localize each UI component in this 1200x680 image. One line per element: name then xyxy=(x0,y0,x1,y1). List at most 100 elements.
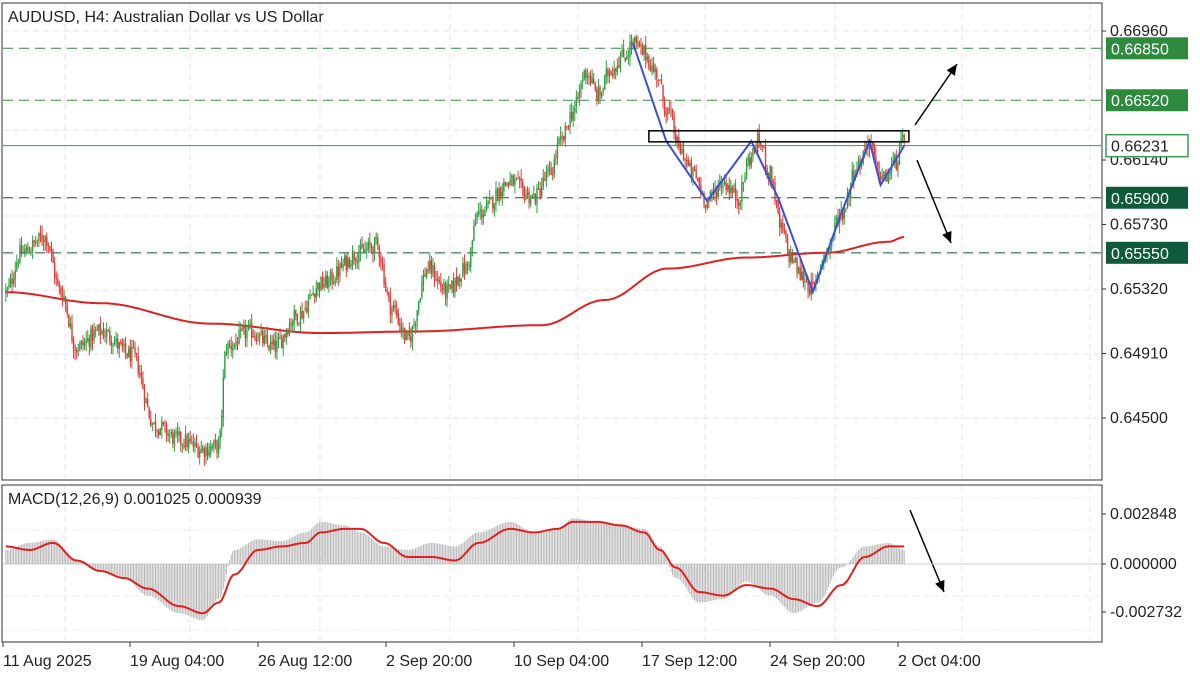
candle-body xyxy=(411,326,414,343)
candle-body xyxy=(94,329,97,331)
candle-body xyxy=(593,78,595,84)
candle-body xyxy=(222,377,225,418)
candle-body xyxy=(53,262,56,278)
candle-body xyxy=(687,159,689,166)
candle-body xyxy=(66,305,68,314)
candle-body xyxy=(640,44,642,46)
candle-body xyxy=(433,266,436,281)
candle-body xyxy=(733,187,735,193)
candle-body xyxy=(879,176,882,180)
candle-body xyxy=(723,182,726,186)
candle-body xyxy=(323,285,325,288)
candle-body xyxy=(243,326,245,329)
candle-body xyxy=(876,163,879,165)
candle-body xyxy=(276,340,278,352)
candle-body xyxy=(22,252,24,254)
candle-body xyxy=(271,342,273,345)
candle-body xyxy=(604,75,606,90)
candle-body xyxy=(71,323,73,341)
candle-body xyxy=(162,422,165,425)
candle-body xyxy=(698,179,701,186)
price-tick-label: 0.66960 xyxy=(1110,23,1168,40)
candle-body xyxy=(257,340,259,342)
candle-body xyxy=(263,335,265,345)
level-tag xyxy=(1106,186,1188,209)
candle-body xyxy=(693,168,696,171)
candle-body xyxy=(307,300,310,312)
candle-body xyxy=(113,341,116,345)
candle-body xyxy=(482,215,485,218)
candle-body xyxy=(348,258,351,267)
candle-body xyxy=(332,282,335,284)
candle-body xyxy=(745,162,748,178)
candle-body xyxy=(109,330,111,341)
candle-body xyxy=(148,407,150,419)
candle-body xyxy=(173,433,176,444)
candle-body xyxy=(169,434,171,436)
candle-body xyxy=(763,145,765,147)
candle-body xyxy=(760,142,762,147)
candle-body xyxy=(583,69,585,81)
candle-body xyxy=(69,323,72,326)
candle-body xyxy=(164,423,166,425)
candle-body xyxy=(427,269,429,271)
candle-body xyxy=(290,323,292,326)
candle-body xyxy=(304,307,306,311)
candle-body xyxy=(151,423,154,425)
candle-body xyxy=(608,70,611,77)
candle-body xyxy=(895,156,898,170)
candle-body xyxy=(102,329,105,337)
candle-body xyxy=(684,158,686,160)
candle-body xyxy=(697,177,699,181)
candle-body xyxy=(758,132,760,143)
candle-body xyxy=(358,254,360,263)
candle-body xyxy=(738,201,740,207)
candle-body xyxy=(282,335,284,349)
candle-body xyxy=(80,341,83,345)
candle-body xyxy=(622,48,625,57)
candle-body xyxy=(377,237,379,246)
candle-body xyxy=(558,138,560,145)
candle-body xyxy=(503,181,505,192)
candle-body xyxy=(378,246,381,258)
candle-body xyxy=(725,181,727,191)
candle-body xyxy=(706,199,708,208)
candle-body xyxy=(407,331,409,333)
candle-body xyxy=(484,210,486,217)
candle-body xyxy=(318,283,321,291)
candle-body xyxy=(33,239,35,243)
candle-body xyxy=(230,345,232,350)
macd-signal-line xyxy=(5,520,905,615)
macd-tick-label: 0.002848 xyxy=(1110,506,1177,523)
candle-body xyxy=(224,352,226,378)
candle-body xyxy=(170,432,172,434)
candle-body xyxy=(227,343,229,354)
candle-body xyxy=(626,56,628,60)
current-price-label: 0.66231 xyxy=(1111,139,1169,156)
price-tick-label: 0.64910 xyxy=(1110,346,1168,363)
candle-body xyxy=(55,277,57,279)
candle-body xyxy=(337,266,340,277)
candle-body xyxy=(83,341,86,346)
candle-body xyxy=(589,75,592,84)
candle-body xyxy=(881,175,883,179)
candle-body xyxy=(328,278,330,288)
candle-body xyxy=(145,398,147,404)
level-lines xyxy=(3,47,1101,254)
candle-body xyxy=(717,184,719,198)
candle-body xyxy=(104,335,106,337)
candle-body xyxy=(329,271,332,279)
candle-body xyxy=(293,310,295,323)
candle-body xyxy=(39,232,42,237)
candle-body xyxy=(214,439,217,442)
candle-body xyxy=(676,136,678,142)
candle-body xyxy=(27,246,29,252)
candle-body xyxy=(12,279,15,284)
candle-body xyxy=(180,432,182,444)
candle-body xyxy=(440,282,442,288)
candle-body xyxy=(605,69,608,77)
candle-body xyxy=(269,341,272,351)
candle-body xyxy=(364,249,366,253)
candle-body xyxy=(682,149,685,161)
candle-body xyxy=(74,349,76,351)
